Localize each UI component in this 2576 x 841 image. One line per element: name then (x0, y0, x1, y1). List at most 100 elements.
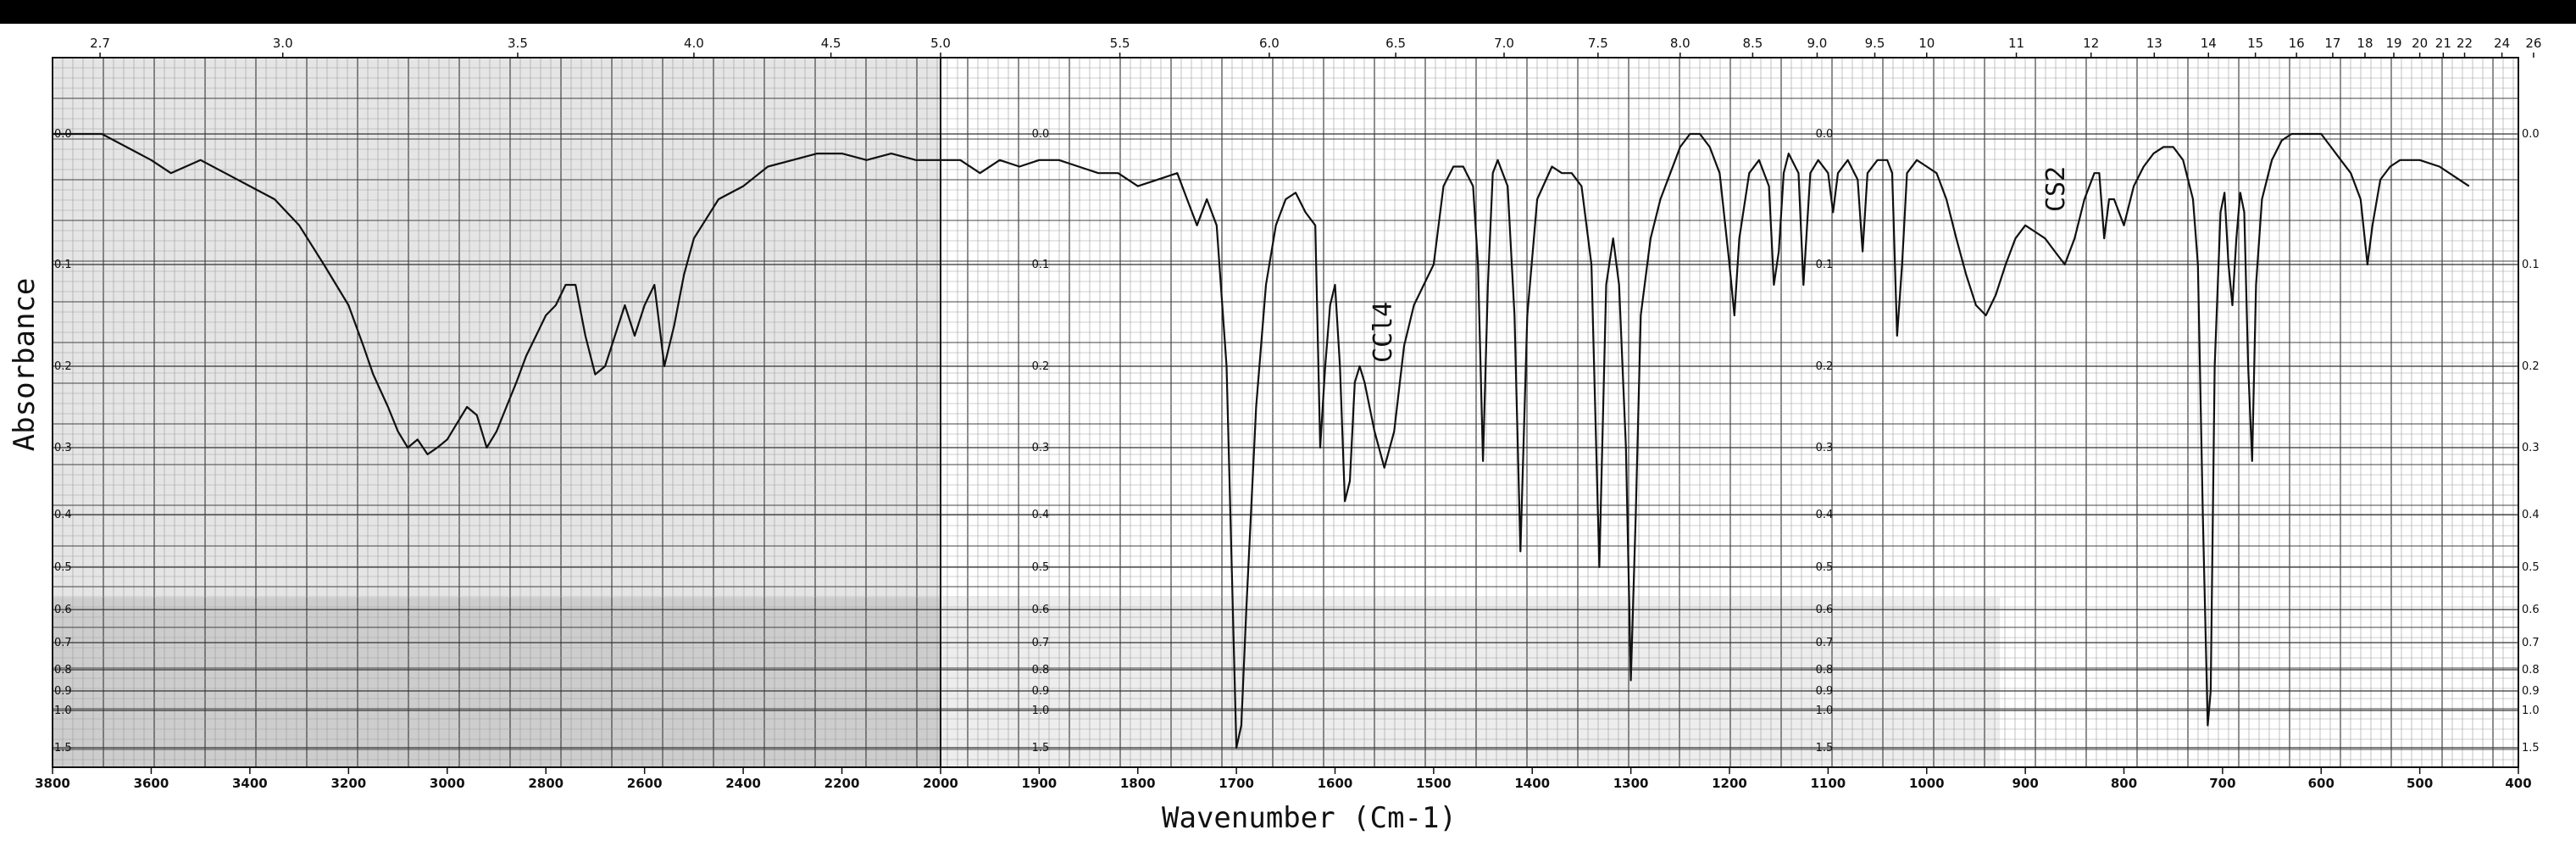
lower-band-shade (941, 598, 2000, 767)
top-micron-ticks: 2.7 3.0 3.5 4.0 4.5 5.0 5.5 6.0 6.5 7.0 7.5 8.0 8.5 9… (90, 36, 2541, 58)
x-tick-label: 2800 (528, 776, 564, 791)
annotation-cs2: CS2 (2041, 166, 2071, 212)
y-tick-label: 0.3 (2522, 442, 2540, 454)
y-tick-label: 0.6 (1816, 604, 1834, 616)
top-tick-label: 9.0 (1807, 36, 1828, 51)
x-tick-label: 1300 (1613, 776, 1649, 791)
x-tick-label: 2200 (824, 776, 860, 791)
y-tick-label: 0.0 (1032, 128, 1050, 141)
top-tick-label: 6.0 (1259, 36, 1280, 51)
top-tick-label: 3.0 (273, 36, 293, 51)
y-tick-label: 0.1 (54, 259, 72, 271)
x-tick-label: 1500 (1416, 776, 1452, 791)
top-tick-label: 19 (2385, 36, 2401, 51)
y-axis-ticks: 0.0 0.0 0.0 0.00.1 0.1 0.1 0.10.2 0.2 0.2 0.20.3 0… (54, 128, 2540, 755)
y-tick-label: 1.0 (1816, 705, 1834, 717)
x-tick-label: 3600 (134, 776, 169, 791)
y-tick-label: 0.5 (2522, 561, 2540, 574)
x-tick-label: 1000 (1909, 776, 1945, 791)
top-tick-label: 12 (2083, 36, 2099, 51)
y-tick-label: 0.5 (1816, 561, 1834, 574)
y-tick-label: 0.7 (54, 637, 72, 649)
top-tick-label: 5.5 (1110, 36, 1130, 51)
x-tick-label: 3400 (232, 776, 268, 791)
x-tick-label: 1600 (1318, 776, 1353, 791)
y-tick-label: 0.9 (54, 685, 72, 698)
top-tick-label: 7.5 (1588, 36, 1608, 51)
top-tick-label: 24 (2494, 36, 2510, 51)
top-tick-label: 9.5 (1865, 36, 1885, 51)
y-tick-label: 1.5 (1032, 742, 1050, 755)
y-tick-label: 0.8 (54, 664, 72, 677)
x-tick-label: 500 (2407, 776, 2433, 791)
x-axis-title: Wavenumber (Cm-1) (1162, 801, 1457, 835)
left-region-shade (53, 58, 941, 767)
top-tick-label: 26 (2525, 36, 2541, 51)
y-tick-label: 0.0 (1816, 128, 1834, 141)
x-tick-label: 1900 (1022, 776, 1058, 791)
lower-band-shade (53, 598, 941, 767)
y-tick-label: 0.4 (1032, 509, 1050, 521)
y-tick-label: 0.8 (1032, 664, 1050, 677)
y-tick-label: 1.0 (54, 705, 72, 717)
x-tick-label: 3000 (430, 776, 465, 791)
y-tick-label: 1.5 (54, 742, 72, 755)
plot-frame (52, 57, 2519, 768)
y-tick-label: 0.6 (2522, 604, 2540, 616)
x-tick-label: 600 (2308, 776, 2334, 791)
y-tick-label: 0.9 (1032, 685, 1050, 698)
y-tick-label: 0.4 (1816, 509, 1834, 521)
x-tick-label: 800 (2111, 776, 2137, 791)
y-tick-label: 0.2 (1816, 360, 1834, 373)
top-tick-label: 20 (2412, 36, 2428, 51)
top-tick-label: 14 (2201, 36, 2217, 51)
y-tick-label: 0.5 (1032, 561, 1050, 574)
y-tick-label: 0.3 (54, 442, 72, 454)
y-tick-label: 1.5 (2522, 742, 2540, 755)
top-tick-label: 15 (2247, 36, 2263, 51)
top-tick-label: 13 (2146, 36, 2162, 51)
y-tick-label: 0.7 (1032, 637, 1050, 649)
x-tick-label: 900 (2012, 776, 2038, 791)
y-tick-label: 0.2 (1032, 360, 1050, 373)
x-tick-label: 2600 (627, 776, 663, 791)
y-tick-label: 0.9 (1816, 685, 1834, 698)
x-tick-label: 1800 (1120, 776, 1156, 791)
y-tick-label: 0.4 (54, 509, 72, 521)
y-tick-label: 0.4 (2522, 509, 2540, 521)
top-tick-label: 4.0 (684, 36, 704, 51)
y-tick-label: 1.0 (1032, 705, 1050, 717)
x-tick-label: 1400 (1514, 776, 1550, 791)
spectrum-line (53, 132, 2470, 749)
top-tick-label: 8.5 (1742, 36, 1763, 51)
shading-bands (53, 58, 2000, 767)
top-tick-label: 17 (2324, 36, 2340, 51)
top-tick-label: 2.7 (90, 36, 110, 51)
x-tick-label: 3800 (35, 776, 70, 791)
y-tick-label: 0.1 (1032, 259, 1050, 271)
y-tick-label: 0.8 (1816, 664, 1834, 677)
y-tick-label: 0.5 (54, 561, 72, 574)
x-tick-label: 2000 (923, 776, 958, 791)
top-tick-label: 21 (2435, 36, 2451, 51)
x-tick-label: 2400 (725, 776, 761, 791)
y-tick-label: 0.8 (2522, 664, 2540, 677)
top-tick-label: 4.5 (821, 36, 841, 51)
annotation-ccl4: CCl4 (1368, 302, 1398, 363)
top-tick-label: 22 (2457, 36, 2473, 51)
x-tick-label: 400 (2505, 776, 2531, 791)
x-axis-ticks: 3800 3600 3400 3200 3000 2800 2600 2400 2200 2000… (35, 767, 2532, 791)
top-bar (0, 0, 2576, 24)
y-tick-label: 1.0 (2522, 705, 2540, 717)
y-tick-label: 0.7 (1816, 637, 1834, 649)
top-tick-label: 11 (2008, 36, 2024, 51)
y-tick-label: 0.3 (1032, 442, 1050, 454)
y-tick-label: 0.6 (1032, 604, 1050, 616)
top-tick-label: 8.0 (1670, 36, 1690, 51)
top-tick-label: 10 (1918, 36, 1935, 51)
y-tick-label: 0.3 (1816, 442, 1834, 454)
y-tick-label: 0.2 (2522, 360, 2540, 373)
y-tick-label: 1.5 (1816, 742, 1834, 755)
